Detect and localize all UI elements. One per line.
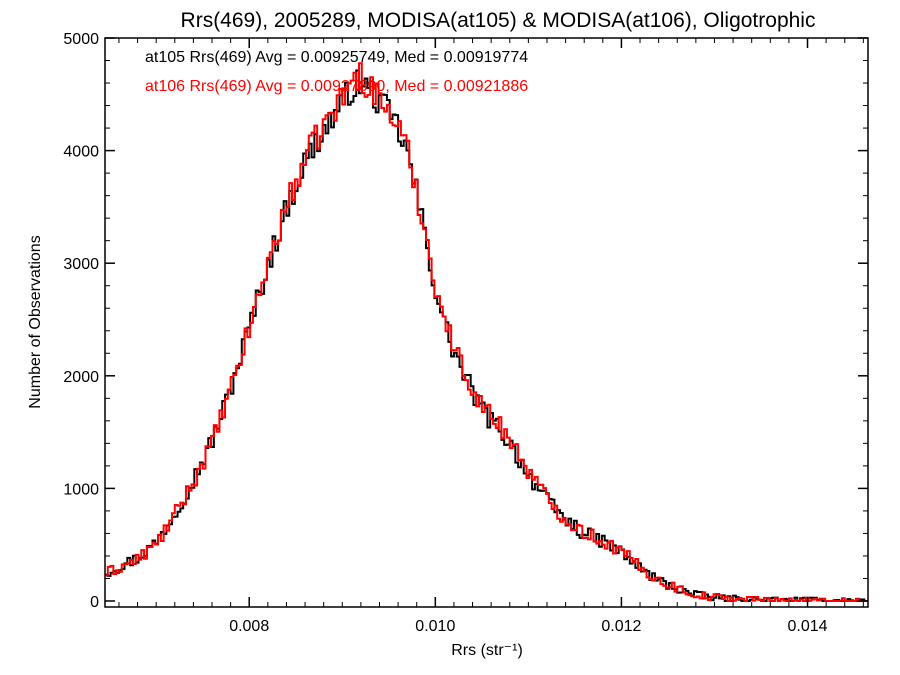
legend-entry-at106: at106 Rrs(469) Avg = 0.00927890, Med = 0…	[145, 78, 528, 95]
x-tick-label: 0.008	[229, 618, 269, 635]
y-tick-label: 3000	[63, 256, 99, 273]
chart-title: Rrs(469), 2005289, MODISA(at105) & MODIS…	[181, 9, 816, 32]
y-tick-label: 4000	[63, 144, 99, 161]
x-tick-label: 0.010	[415, 618, 455, 635]
x-tick-label: 0.014	[787, 618, 827, 635]
series-line-at106	[105, 62, 868, 602]
y-tick-label: 2000	[63, 369, 99, 386]
y-tick-label: 1000	[63, 481, 99, 498]
series-layer	[105, 62, 868, 602]
plot-frame	[104, 37, 869, 608]
x-tick-label: 0.012	[601, 618, 641, 635]
legend-entry-at105: at105 Rrs(469) Avg = 0.00925749, Med = 0…	[145, 49, 528, 66]
series-line-at105	[105, 69, 868, 602]
y-axis-ticks: 0 1000 2000 3000 4000 5000	[63, 31, 868, 611]
y-tick-label: 0	[90, 594, 99, 611]
plot-area: 0.008 0.010 0.012 0.014 0 1000 2000 3000 4000 50…	[63, 31, 869, 635]
y-tick-label: 5000	[63, 31, 99, 48]
y-axis-label: Number of Observations	[27, 235, 44, 408]
x-axis-label: Rrs (str⁻¹)	[451, 642, 523, 659]
x-axis-ticks: 0.008 0.010 0.012 0.014	[118, 38, 864, 635]
